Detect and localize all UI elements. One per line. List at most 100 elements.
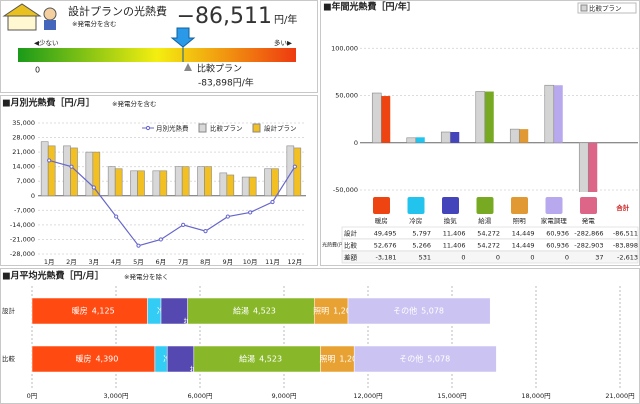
bar <box>159 170 168 197</box>
segment-name: 暖房 <box>75 354 91 364</box>
bar <box>450 132 460 143</box>
line-point <box>270 199 275 205</box>
line-point <box>47 158 52 163</box>
category-label: 給湯 <box>478 216 492 225</box>
legend-label: 月別光熱費 <box>156 124 189 133</box>
y-tick-label: 28,000 <box>12 134 35 142</box>
bar <box>415 137 425 143</box>
y-tick-label: -14,000 <box>10 221 35 229</box>
legend-label: 設計プラン <box>264 124 297 133</box>
legend-swatch <box>198 123 207 133</box>
average-note: ※発電分を除く <box>124 272 168 281</box>
x-tick-label: 9,000円 <box>271 392 296 400</box>
bar <box>381 96 391 143</box>
design-marker <box>170 27 196 48</box>
compare-value: -83,898円/年 <box>198 77 254 89</box>
x-tick-label: 9月 <box>223 258 234 266</box>
bar <box>114 168 123 197</box>
table-cell: 60,936 <box>546 230 569 238</box>
table-cell: 5,797 <box>412 230 431 238</box>
table-cell: 11,406 <box>443 230 466 238</box>
bar <box>406 137 417 144</box>
y-tick-label: 21,000 <box>12 148 35 156</box>
table-cell: 0 <box>496 254 500 262</box>
segment-value: 5,078 <box>421 307 444 316</box>
house-icon <box>2 3 57 31</box>
x-tick-label: 5月 <box>133 258 144 266</box>
x-tick-label: 3月 <box>89 258 100 266</box>
line-point <box>91 185 96 190</box>
plot <box>371 84 598 192</box>
table-cell: 0 <box>565 254 569 262</box>
segment-value: 5,078 <box>427 355 450 364</box>
bar <box>588 142 598 192</box>
table-cell: 14,449 <box>512 242 535 250</box>
y-tick-label: 100,000 <box>331 44 358 52</box>
bar <box>204 166 212 197</box>
category-icon <box>511 197 528 214</box>
x-tick-label: 11月 <box>265 258 280 266</box>
legend-frame <box>577 2 637 14</box>
segment-value: 4,125 <box>92 307 115 316</box>
bar <box>264 168 272 197</box>
table-cell: 54,272 <box>477 230 500 238</box>
row-label: 差額 <box>344 253 358 262</box>
bar <box>63 145 71 197</box>
legend-point <box>145 125 151 131</box>
table-cell: 5,266 <box>412 242 431 250</box>
category-icon <box>545 197 563 214</box>
table-cell: 60,936 <box>546 242 569 250</box>
segment-name: 照明 <box>319 355 335 364</box>
y-tick-label: 14,000 <box>12 163 35 171</box>
average-panel <box>0 268 640 404</box>
legend-label: 比較プラン <box>210 124 243 133</box>
line-point <box>292 164 297 169</box>
row-label: 比較 <box>344 241 358 250</box>
line-point <box>225 214 230 219</box>
bar-segment <box>347 297 491 325</box>
x-tick-label: 21,000円 <box>605 392 634 400</box>
bar <box>553 85 563 143</box>
segment-name: 給湯 <box>239 354 255 364</box>
category-label: 冷房 <box>409 216 422 225</box>
summary-unit: 円/年 <box>274 13 297 26</box>
gauge-zero: 0 <box>35 66 40 75</box>
bar <box>484 91 494 143</box>
bar <box>137 170 145 197</box>
bar <box>107 166 116 197</box>
segment-value: 4,390 <box>95 355 118 364</box>
y-tick-label: -50,000 <box>333 186 358 194</box>
bar-segment <box>314 297 349 325</box>
bar-segment <box>160 297 188 325</box>
line-point <box>69 164 74 169</box>
row-label: 設計 <box>344 229 358 238</box>
bar-segment <box>320 345 355 373</box>
x-tick-label: 6,000円 <box>187 392 212 400</box>
y-tick-label: 50,000 <box>335 92 358 100</box>
table-cell: -282,866 <box>574 230 603 238</box>
bar <box>219 172 228 197</box>
annual-title: ■年間光熱費［円/年］ <box>323 1 416 13</box>
table-cell: -83,898 <box>613 242 638 250</box>
table-cell: 11,406 <box>443 242 466 250</box>
bar <box>92 151 101 197</box>
bar <box>519 129 529 143</box>
bar <box>47 145 56 197</box>
segment-name: その他 <box>393 306 417 316</box>
summary-value: −86,511 <box>177 4 272 29</box>
table-cell: 531 <box>419 254 431 262</box>
legend-swatch <box>580 4 588 12</box>
table-cell: 14,449 <box>512 230 535 238</box>
bar <box>152 170 161 197</box>
legend-label: 比較プラン <box>589 4 622 13</box>
category-label: 家電調理 <box>541 216 568 225</box>
x-tick-label: 7月 <box>178 258 189 266</box>
y-tick-label: -7,000 <box>14 206 35 214</box>
bar <box>181 166 190 197</box>
table-cell: -282,903 <box>574 242 603 250</box>
y-tick-label: 0 <box>31 192 35 200</box>
row-head: 光熱費(円/年) <box>322 242 353 249</box>
line-point <box>248 210 253 215</box>
average-title: ■月平均光熱費［円/月］ <box>2 270 104 282</box>
